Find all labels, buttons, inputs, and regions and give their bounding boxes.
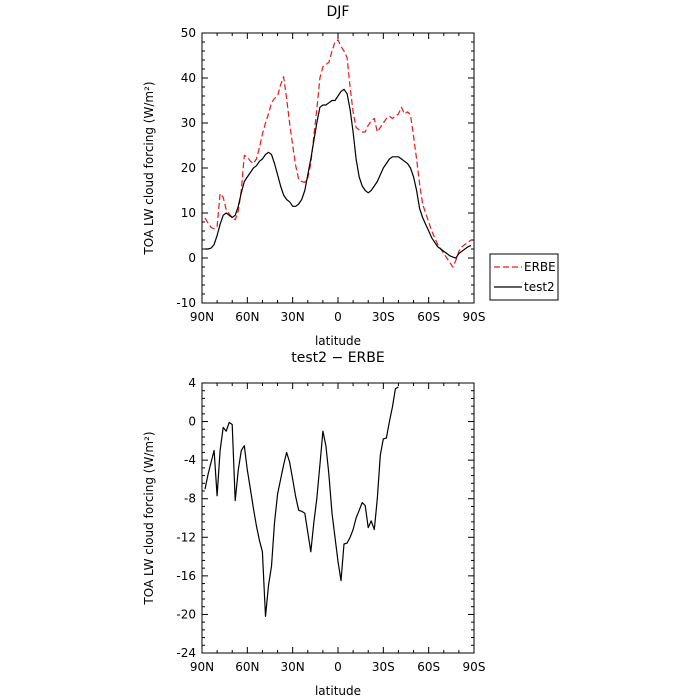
top-x-tick-label: 60N	[235, 310, 259, 324]
top-y-axis-label: TOA LW cloud forcing (W/m²)	[142, 81, 156, 255]
bottom-y-axis-label: TOA LW cloud forcing (W/m²)	[142, 431, 156, 605]
top-series-test2	[205, 88, 472, 259]
bottom-y-tick-label: 0	[188, 415, 196, 429]
bottom-y-tick-label: -16	[176, 569, 196, 583]
top-y-tick-label: 50	[181, 26, 196, 40]
top-y-tick-label: 40	[181, 71, 196, 85]
bottom-y-tick-label: -4	[184, 453, 196, 467]
bottom-x-axis-label: latitude	[315, 684, 361, 698]
bottom-x-tick-label: 60N	[235, 660, 259, 674]
top-chart-title: DJF	[327, 4, 350, 20]
top-series-group	[204, 39, 472, 268]
top-x-tick-label: 90N	[190, 310, 214, 324]
top-panel: DJF -10 0 10 20 30 40 50 90N 60N 30N 0 30S 60S 90S T…	[142, 4, 559, 348]
legend: ERBE test2	[489, 253, 559, 301]
legend-erbe-label: ERBE	[524, 260, 556, 274]
top-y-tick-label: 10	[181, 206, 196, 220]
top-y-tick-label: -10	[176, 296, 196, 310]
bottom-x-tick-label: 30N	[281, 660, 305, 674]
bottom-x-tick-label: 30S	[372, 660, 395, 674]
bottom-y-tick-label: -20	[176, 607, 196, 621]
top-x-tick-label: 30N	[281, 310, 305, 324]
bottom-x-tick-label: 90N	[190, 660, 214, 674]
bottom-x-tick-label: 90S	[463, 660, 486, 674]
bottom-series-line	[204, 386, 399, 618]
bottom-y-axis: -24 -20 -16 -12 -8 -4 0 4	[176, 376, 474, 660]
bottom-y-tick-label: -8	[184, 492, 196, 506]
legend-box	[489, 253, 559, 301]
top-y-tick-label: 30	[181, 116, 196, 130]
bottom-y-tick-label: -24	[176, 646, 196, 660]
top-y-tick-label: 0	[188, 251, 196, 265]
top-x-tick-label: 30S	[372, 310, 395, 324]
bottom-y-tick-label: 4	[188, 376, 196, 390]
bottom-x-tick-label: 60S	[417, 660, 440, 674]
top-x-tick-label: 90S	[463, 310, 486, 324]
top-x-tick-label: 60S	[417, 310, 440, 324]
bottom-series-group	[204, 386, 399, 618]
top-x-axis-label: latitude	[315, 334, 361, 348]
bottom-x-axis: 90N 60N 30N 0 30S 60S 90S	[190, 383, 486, 674]
bottom-chart-title: test2 − ERBE	[291, 350, 384, 366]
top-series-erbe	[204, 39, 472, 268]
top-x-tick-label: 0	[334, 310, 342, 324]
bottom-y-tick-label: -12	[176, 530, 196, 544]
legend-test2-label: test2	[524, 280, 555, 294]
top-y-tick-label: 20	[181, 161, 196, 175]
bottom-x-tick-label: 0	[334, 660, 342, 674]
top-y-axis: -10 0 10 20 30 40 50	[176, 26, 474, 310]
bottom-plot-frame	[201, 382, 475, 654]
bottom-panel: test2 − ERBE -24 -20 -16 -12 -8 -4 0 4 90N 60N 30…	[142, 350, 485, 698]
top-x-axis: 90N 60N 30N 0 30S 60S 90S	[190, 33, 486, 324]
